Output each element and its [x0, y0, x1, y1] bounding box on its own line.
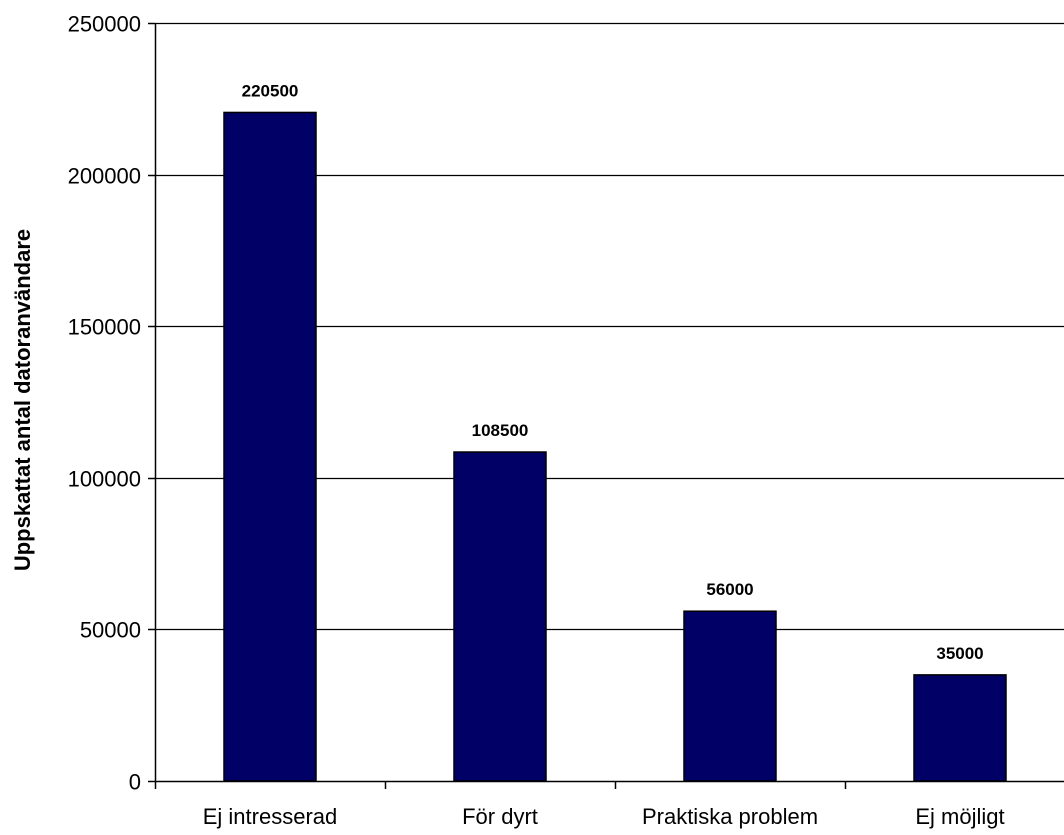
y-tick-label: 0 [129, 770, 141, 795]
bar-value-label: 56000 [706, 580, 753, 599]
y-axis-label: Uppskattat antal datoranvändare [10, 229, 35, 571]
value-labels: 220500 108500 56000 35000 [242, 81, 984, 662]
x-tick-label: Praktiska problem [642, 804, 818, 829]
bar [223, 111, 317, 782]
bar [913, 674, 1007, 782]
bar-value-label: 108500 [472, 421, 529, 440]
x-tick-label: Ej intresserad [203, 804, 338, 829]
y-tick-label: 250000 [68, 12, 141, 37]
bar-value-label: 220500 [242, 81, 299, 100]
y-tick-labels: 0 50000 100000 150000 200000 250000 [68, 12, 141, 795]
x-tick-label: För dyrt [462, 804, 538, 829]
bars [223, 111, 1007, 782]
axes [148, 22, 1064, 789]
bar [683, 610, 777, 782]
y-tick-label: 200000 [68, 164, 141, 189]
x-tick-labels: Ej intresserad För dyrt Praktiska problem E… [203, 804, 1005, 829]
bar-value-label: 35000 [936, 644, 983, 663]
y-tick-label: 50000 [80, 618, 141, 643]
y-tick-label: 150000 [68, 315, 141, 340]
y-tick-label: 100000 [68, 467, 141, 492]
bar [453, 451, 547, 782]
x-tick-label: Ej möjligt [915, 804, 1004, 829]
